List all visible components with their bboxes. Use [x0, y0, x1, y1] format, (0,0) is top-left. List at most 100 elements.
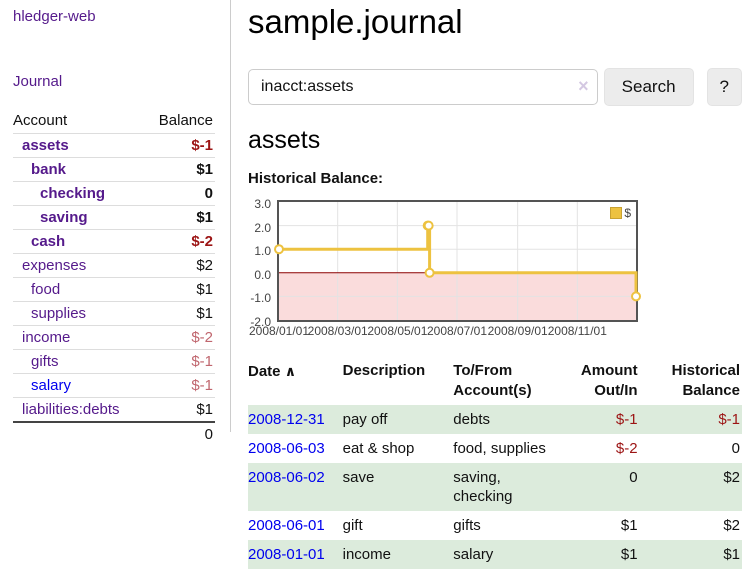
account-balance: 0 [146, 181, 215, 206]
transactions-table: Date ∧ Description To/From Account(s) Am… [248, 357, 742, 569]
account-link-bank[interactable]: bank [31, 161, 67, 178]
account-balance: $1 [146, 205, 215, 230]
accounts-header-balance: Balance [146, 109, 215, 134]
account-link-gifts[interactable]: gifts [31, 353, 59, 370]
search-button[interactable]: Search [603, 68, 694, 106]
account-row: supplies $1 [13, 301, 215, 326]
transaction-accounts: gifts [453, 517, 481, 534]
y-tick-label: 0.0 [254, 267, 271, 282]
y-tick-label: -1.0 [250, 291, 271, 306]
account-link-expenses[interactable]: expenses [22, 257, 87, 274]
account-link-food[interactable]: food [31, 281, 61, 298]
transaction-balance: 0 [731, 440, 740, 457]
y-tick-label: 1.0 [254, 244, 271, 259]
chart-y-axis: 3.0 2.0 1.0 0.0 -1.0 -2.0 [248, 197, 273, 329]
account-balance: $-1 [146, 133, 215, 158]
transaction-amount: $1 [620, 517, 638, 534]
transactions-header-row: Date ∧ Description To/From Account(s) Am… [248, 357, 742, 405]
transaction-row: 2008-06-01 gift gifts $1 $2 [248, 511, 742, 540]
help-button[interactable]: ? [706, 68, 742, 106]
transaction-description: save [342, 469, 375, 486]
legend-swatch-icon [610, 207, 623, 219]
chart-title: Historical Balance: [248, 170, 384, 187]
transaction-amount: 0 [629, 469, 638, 486]
transaction-description: gift [342, 517, 363, 534]
search-input[interactable] [248, 69, 598, 105]
transaction-amount: $-1 [615, 411, 638, 428]
transaction-date-link[interactable]: 2008-06-02 [248, 469, 325, 486]
transaction-row: 2008-01-01 income salary $1 $1 [248, 540, 742, 569]
accounts-total-row: 0 [13, 421, 215, 446]
account-link-saving[interactable]: saving [40, 209, 88, 226]
account-balance: $2 [146, 253, 215, 278]
transaction-accounts: food, supplies [453, 440, 546, 457]
account-row: assets $-1 [13, 133, 215, 158]
page-title: sample.journal [248, 3, 463, 40]
account-balance: $-1 [146, 373, 215, 398]
transaction-date-link[interactable]: 2008-12-31 [248, 411, 325, 428]
chart-plot-area: $ [274, 200, 641, 322]
transaction-amount: $1 [620, 546, 638, 563]
transaction-accounts: saving, checking [453, 469, 513, 505]
transaction-date-link[interactable]: 2008-06-03 [248, 440, 325, 457]
legend-label: $ [624, 206, 631, 220]
search-form: × Search ? [248, 68, 742, 106]
column-header-description: Description [342, 362, 426, 379]
historical-balance-chart: 3.0 2.0 1.0 0.0 -1.0 -2.0 $ 2008/01/01 2008/03… [248, 196, 742, 338]
account-balance: $1 [146, 397, 215, 423]
transaction-balance: $2 [723, 469, 740, 486]
transaction-accounts: salary [453, 546, 494, 563]
x-tick-label: 2008/03/01 [307, 324, 368, 338]
sidebar-item-journal[interactable]: Journal [13, 73, 63, 90]
column-header-accounts: To/From Account(s) [453, 362, 532, 399]
transaction-balance: $-1 [718, 411, 740, 428]
account-balance: $1 [146, 301, 215, 326]
account-row: cash $-2 [13, 229, 215, 254]
account-row: bank $1 [13, 157, 215, 182]
x-tick-label: 2008/09/01 [487, 324, 548, 338]
account-link-cash[interactable]: cash [31, 233, 66, 250]
account-balance: $-1 [146, 349, 215, 374]
transaction-row: 2008-12-31 pay off debts $-1 $-1 [248, 405, 742, 434]
x-tick-label: 2008/11/01 [547, 324, 607, 338]
transaction-balance: $1 [723, 546, 740, 563]
account-balance: $-2 [146, 229, 215, 254]
y-tick-label: 3.0 [254, 197, 271, 211]
accounts-table: Account Balance assets $-1 bank $1 checkin… [13, 109, 215, 446]
transaction-date-link[interactable]: 2008-06-01 [248, 517, 325, 534]
column-header-date[interactable]: Date ∧ [248, 363, 297, 380]
y-tick-label: -2.0 [250, 315, 271, 329]
transaction-balance: $2 [723, 517, 740, 534]
transaction-row: 2008-06-03 eat & shop food, supplies $-2… [248, 434, 742, 463]
accounts-header-account: Account [13, 109, 147, 134]
transaction-date-link[interactable]: 2008-01-01 [248, 546, 325, 563]
account-row: income $-2 [13, 325, 215, 350]
account-balance: $1 [146, 277, 215, 302]
account-link-checking[interactable]: checking [40, 185, 106, 202]
accounts-total-value: 0 [146, 421, 215, 446]
transaction-description: pay off [342, 411, 388, 428]
x-tick-label: 2008/01/01 [248, 324, 310, 338]
transaction-description: income [342, 546, 391, 563]
account-heading: assets [248, 126, 321, 154]
column-header-amount: Amount Out/In [580, 362, 638, 399]
y-tick-label: 2.0 [254, 220, 271, 235]
account-row: gifts $-1 [13, 349, 215, 374]
account-link-salary[interactable]: salary [31, 377, 72, 394]
transaction-description: eat & shop [342, 440, 415, 457]
account-link-assets[interactable]: assets [22, 137, 69, 154]
account-link-supplies[interactable]: supplies [31, 305, 87, 322]
account-row: food $1 [13, 277, 215, 302]
account-link-income[interactable]: income [22, 329, 71, 346]
account-row: salary $-1 [13, 373, 215, 398]
account-row: checking 0 [13, 181, 215, 206]
transaction-accounts: debts [453, 411, 490, 428]
account-link-liabilities-debts[interactable]: liabilities:debts [22, 401, 120, 418]
sort-ascending-icon: ∧ [284, 363, 297, 379]
app-title-link[interactable]: hledger-web [13, 8, 96, 25]
x-tick-label: 2008/07/01 [426, 324, 488, 338]
chart-canvas [274, 202, 641, 320]
x-tick-label: 2008/05/01 [367, 324, 428, 338]
account-balance: $1 [146, 157, 215, 182]
clear-search-icon[interactable]: × [578, 76, 589, 96]
